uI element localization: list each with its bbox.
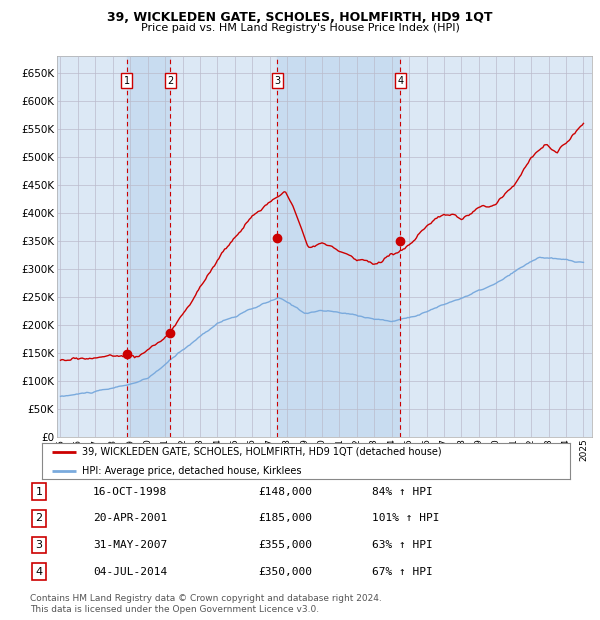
Text: 101% ↑ HPI: 101% ↑ HPI [372,513,439,523]
Text: 2: 2 [167,76,173,86]
Text: 4: 4 [397,76,403,86]
Text: 04-JUL-2014: 04-JUL-2014 [93,567,167,577]
Text: 1: 1 [124,76,130,86]
Bar [277,56,400,437]
Text: 1: 1 [35,487,43,497]
Text: 3: 3 [35,540,43,550]
Text: 39, WICKLEDEN GATE, SCHOLES, HOLMFIRTH, HD9 1QT: 39, WICKLEDEN GATE, SCHOLES, HOLMFIRTH, … [107,11,493,24]
Text: This data is licensed under the Open Government Licence v3.0.: This data is licensed under the Open Gov… [30,604,319,614]
Bar [127,56,170,437]
Text: 16-OCT-1998: 16-OCT-1998 [93,487,167,497]
Text: 20-APR-2001: 20-APR-2001 [93,513,167,523]
Text: 63% ↑ HPI: 63% ↑ HPI [372,540,433,550]
Text: £350,000: £350,000 [258,567,312,577]
Text: Price paid vs. HM Land Registry's House Price Index (HPI): Price paid vs. HM Land Registry's House … [140,23,460,33]
Text: 4: 4 [35,567,43,577]
Text: 67% ↑ HPI: 67% ↑ HPI [372,567,433,577]
Text: HPI: Average price, detached house, Kirklees: HPI: Average price, detached house, Kirk… [82,466,301,476]
Text: 3: 3 [274,76,280,86]
Text: 84% ↑ HPI: 84% ↑ HPI [372,487,433,497]
Text: 2: 2 [35,513,43,523]
Text: 31-MAY-2007: 31-MAY-2007 [93,540,167,550]
Text: 39, WICKLEDEN GATE, SCHOLES, HOLMFIRTH, HD9 1QT (detached house): 39, WICKLEDEN GATE, SCHOLES, HOLMFIRTH, … [82,446,441,457]
Text: £148,000: £148,000 [258,487,312,497]
Text: Contains HM Land Registry data © Crown copyright and database right 2024.: Contains HM Land Registry data © Crown c… [30,593,382,603]
Text: £185,000: £185,000 [258,513,312,523]
Text: £355,000: £355,000 [258,540,312,550]
